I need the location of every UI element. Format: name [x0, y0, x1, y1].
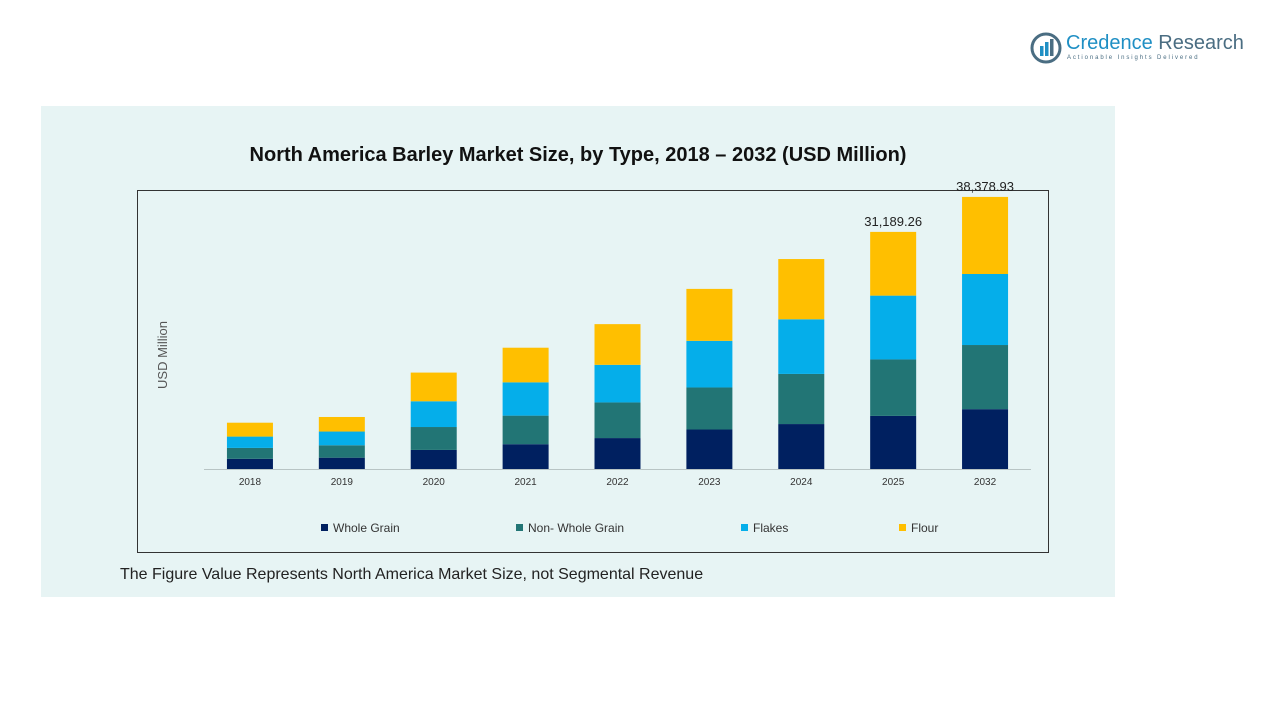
bar-segment-flakes-2023 [686, 340, 733, 388]
bar-segment-non-whole-grain-2021 [502, 415, 549, 445]
bar-segment-flakes-2020 [410, 401, 457, 428]
x-tick-label-2032: 2032 [974, 477, 997, 488]
bar-segment-whole-grain-2019 [318, 457, 365, 469]
footnote: The Figure Value Represents North Americ… [120, 566, 704, 583]
x-tick-label-2022: 2022 [606, 477, 629, 488]
bar-segment-flakes-2018 [226, 436, 273, 448]
x-tick-label-2025: 2025 [882, 477, 905, 488]
bar-segment-flour-2021 [502, 347, 549, 383]
bar-segment-non-whole-grain-2019 [318, 445, 365, 458]
bar-segment-non-whole-grain-2032 [962, 345, 1009, 410]
chart-title: North America Barley Market Size, by Typ… [249, 144, 907, 166]
brand-logo-icon [1030, 32, 1062, 64]
bar-segment-whole-grain-2022 [594, 438, 641, 469]
bar-segment-flakes-2022 [594, 364, 641, 403]
brand-name: Credence Research [1066, 32, 1244, 55]
bar-segment-flour-2032 [962, 196, 1009, 274]
legend-label-flakes: Flakes [753, 521, 788, 535]
y-axis-label: USD Million [155, 321, 170, 389]
brand-tagline: Actionable Insights Delivered [1067, 55, 1200, 61]
plot-frame [137, 190, 1049, 553]
bar-segment-non-whole-grain-2025 [870, 359, 917, 416]
x-tick-label-2019: 2019 [331, 477, 354, 488]
bar-segment-flour-2022 [594, 324, 641, 365]
bar-segment-non-whole-grain-2023 [686, 387, 733, 430]
bar-segment-flakes-2025 [870, 295, 917, 360]
legend-label-non-whole-grain: Non- Whole Grain [528, 521, 624, 535]
bar-segment-whole-grain-2020 [410, 449, 457, 469]
x-tick-label-2023: 2023 [698, 477, 721, 488]
bar-segment-non-whole-grain-2024 [778, 373, 825, 425]
bar-segment-non-whole-grain-2018 [226, 447, 273, 459]
chart-canvas: 2018 2019 2020 2021 2022 2023 2024 2025 2032 31,1… [155, 179, 1031, 535]
bar-segment-flour-2020 [410, 372, 457, 402]
x-tick-label-2024: 2024 [790, 477, 813, 488]
x-tick-label-2020: 2020 [423, 477, 446, 488]
bar-segment-whole-grain-2025 [870, 415, 917, 469]
chart-panel: North America Barley Market Size, by Typ… [41, 106, 1115, 597]
bar-segment-whole-grain-2032 [962, 409, 1009, 469]
bar-segment-flakes-2024 [778, 319, 825, 374]
legend-swatch-flour [899, 524, 906, 531]
bar-segment-non-whole-grain-2020 [410, 427, 457, 450]
bar-segment-flakes-2019 [318, 431, 365, 446]
bar-segment-flour-2024 [778, 259, 825, 320]
legend-swatch-whole-grain [321, 524, 328, 531]
bar-segment-non-whole-grain-2022 [594, 402, 641, 439]
legend-swatch-non-whole-grain [516, 524, 523, 531]
total-label-2032: 38,378.93 [956, 179, 1014, 194]
brand-name-part2: Research [1152, 32, 1244, 54]
bar-segment-flour-2025 [870, 231, 917, 296]
bar-segment-whole-grain-2021 [502, 444, 549, 469]
total-label-2025: 31,189.26 [864, 214, 922, 229]
bar-segment-flour-2023 [686, 288, 733, 341]
legend-label-flour: Flour [911, 521, 938, 535]
bar-segment-flour-2019 [318, 416, 365, 432]
bar-segment-whole-grain-2018 [226, 458, 273, 469]
legend-swatch-flakes [741, 524, 748, 531]
x-tick-label-2021: 2021 [514, 477, 537, 488]
brand-name-part1: Credence [1066, 32, 1153, 54]
bar-segment-flakes-2032 [962, 273, 1009, 346]
legend-label-whole-grain: Whole Grain [333, 521, 400, 535]
bar-segment-flakes-2021 [502, 382, 549, 416]
x-tick-label-2018: 2018 [239, 477, 262, 488]
brand-logo: Credence Research Actionable Insights De… [1030, 30, 1245, 68]
bar-segment-flour-2018 [226, 422, 273, 437]
bar-segment-whole-grain-2023 [686, 429, 733, 469]
bar-segment-whole-grain-2024 [778, 424, 825, 469]
